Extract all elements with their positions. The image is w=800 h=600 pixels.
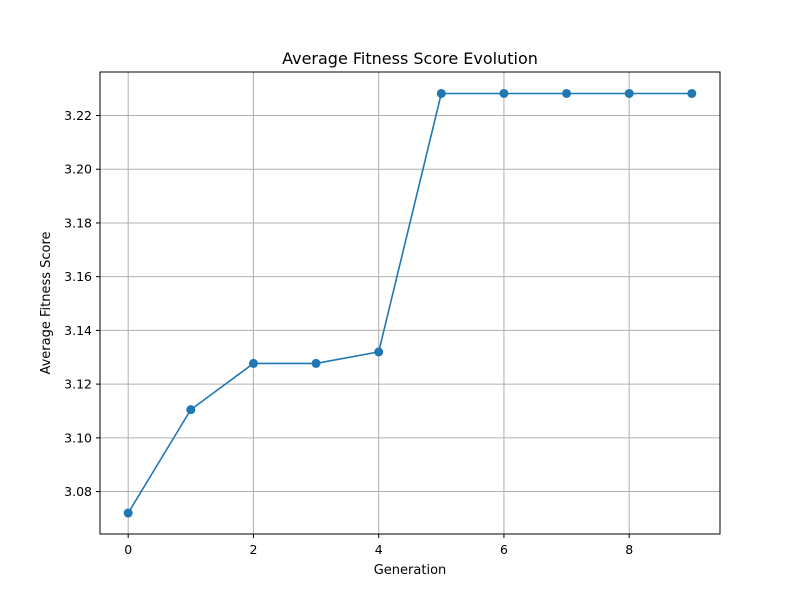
grid-layer: [100, 72, 720, 534]
chart-title: Average Fitness Score Evolution: [282, 49, 538, 68]
data-point: [186, 405, 196, 415]
y-tick-label: 3.12: [64, 377, 92, 392]
x-axis-label: Generation: [374, 563, 447, 578]
y-tick-label: 3.18: [64, 215, 92, 230]
y-tick-label: 3.14: [64, 323, 92, 338]
data-point: [248, 358, 258, 368]
data-point: [311, 358, 321, 368]
plot-frame: [99, 71, 721, 535]
tick-layer: 0 2 4 6 8 3.08 3.10 3.12 3.14 3.16 3.18 3.20 3.22: [64, 108, 633, 557]
x-tick-label: 2: [249, 542, 257, 557]
y-tick-label: 3.10: [64, 430, 92, 445]
x-tick-label: 0: [124, 542, 132, 557]
data-point: [499, 88, 509, 98]
data-point: [624, 88, 634, 98]
data-point: [374, 347, 384, 357]
data-point: [562, 88, 572, 98]
x-tick-label: 6: [500, 542, 508, 557]
y-tick-label: 3.20: [64, 162, 92, 177]
series-line: [127, 92, 692, 514]
y-tick-label: 3.22: [64, 108, 92, 123]
data-point: [436, 88, 446, 98]
series-layer: [123, 88, 697, 518]
x-tick-label: 8: [625, 542, 633, 557]
y-tick-label: 3.08: [64, 484, 92, 499]
data-point: [687, 88, 697, 98]
y-axis-label: Average Fitness Score: [39, 231, 54, 374]
y-tick-label: 3.16: [64, 269, 92, 284]
x-tick-label: 4: [375, 542, 383, 557]
data-point: [123, 508, 133, 518]
